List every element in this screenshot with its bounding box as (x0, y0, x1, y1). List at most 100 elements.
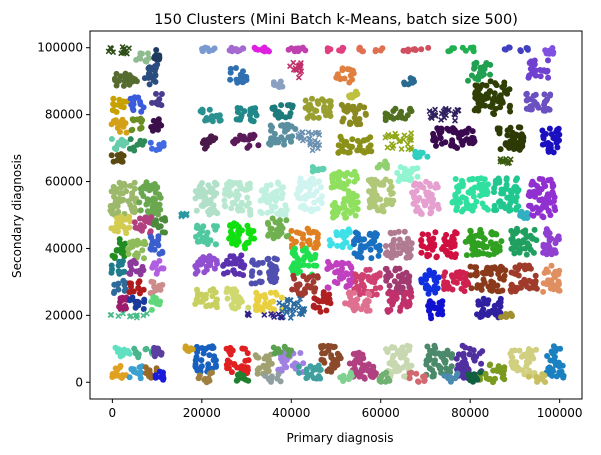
data-point (394, 169, 401, 176)
data-point (206, 377, 213, 384)
data-point (198, 228, 205, 235)
data-point (373, 192, 380, 199)
data-point (245, 377, 252, 384)
data-point (385, 269, 392, 276)
data-point (473, 198, 480, 205)
data-point (333, 170, 340, 177)
cluster-45 (324, 44, 347, 55)
data-point (340, 241, 347, 248)
data-point (304, 276, 310, 283)
data-point (121, 268, 128, 275)
data-point (403, 357, 410, 364)
data-point (384, 144, 391, 151)
data-point (123, 139, 130, 146)
cluster-109 (192, 286, 220, 311)
data-point (292, 67, 299, 74)
cluster-86 (226, 220, 258, 252)
cluster-101 (324, 258, 357, 291)
data-point (438, 116, 445, 123)
data-point (551, 204, 558, 210)
data-point (452, 112, 459, 118)
data-point (429, 246, 436, 253)
cluster-152 (517, 208, 531, 221)
data-point (128, 366, 135, 373)
data-point (247, 132, 254, 139)
data-point (475, 301, 482, 308)
data-point (516, 249, 522, 256)
data-point (266, 48, 272, 55)
x-tick-label: 60000 (362, 406, 400, 420)
cluster-76 (257, 179, 290, 218)
cluster-98 (248, 255, 280, 287)
data-point (328, 354, 335, 361)
data-point (127, 218, 134, 225)
data-point (496, 177, 503, 184)
data-point (143, 201, 150, 208)
data-point (525, 346, 532, 353)
data-point (501, 376, 508, 383)
data-point (227, 69, 234, 76)
data-point (404, 235, 411, 242)
data-point (342, 300, 349, 307)
data-point (513, 359, 520, 366)
data-point (511, 347, 518, 354)
data-point (550, 286, 557, 293)
cluster-95 (540, 226, 562, 258)
cluster-31 (126, 294, 148, 312)
cluster-91 (382, 228, 415, 261)
data-point (287, 314, 294, 321)
data-point (488, 240, 495, 247)
data-point (232, 46, 239, 53)
data-point (258, 187, 265, 194)
data-point (370, 363, 377, 370)
data-point (143, 310, 150, 317)
data-point (270, 298, 277, 305)
data-point (545, 268, 552, 275)
data-point (134, 252, 141, 258)
cluster-106 (467, 263, 509, 295)
data-point (432, 289, 439, 296)
data-point (249, 259, 256, 265)
data-point (350, 198, 357, 204)
data-point (133, 78, 140, 85)
data-point (119, 348, 126, 355)
data-point (261, 355, 268, 362)
data-point (391, 359, 398, 366)
data-point (473, 272, 480, 279)
data-point (444, 241, 451, 248)
data-point (318, 344, 325, 351)
data-point (437, 135, 444, 142)
data-point (269, 215, 276, 222)
data-point (152, 295, 159, 302)
cluster-82 (449, 175, 491, 215)
data-point (366, 291, 373, 298)
data-point (290, 59, 297, 66)
data-point (147, 290, 154, 296)
data-point (499, 158, 506, 165)
data-point (530, 212, 537, 219)
data-point (221, 197, 228, 204)
data-point (389, 133, 396, 140)
data-point (221, 191, 228, 197)
data-point (128, 312, 135, 319)
data-point (129, 193, 136, 200)
data-point (408, 130, 415, 137)
data-point (401, 349, 408, 355)
data-point (141, 255, 147, 262)
data-point (407, 289, 413, 296)
cluster-132 (270, 343, 295, 359)
data-point (352, 278, 359, 285)
cluster-121 (252, 351, 275, 377)
data-point (112, 198, 119, 205)
data-point (300, 290, 307, 296)
data-point (432, 112, 439, 119)
data-point (224, 269, 231, 276)
data-point (473, 374, 480, 381)
cluster-27 (111, 277, 129, 296)
data-point (136, 290, 143, 297)
data-point (334, 280, 341, 287)
data-point (490, 379, 496, 386)
data-point (457, 275, 464, 282)
data-point (540, 214, 547, 221)
data-point (502, 46, 509, 53)
